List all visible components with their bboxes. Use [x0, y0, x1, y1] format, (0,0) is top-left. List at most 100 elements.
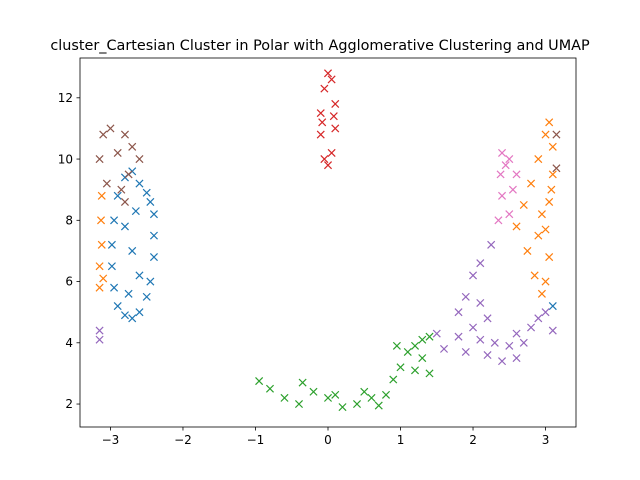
data-point [461, 292, 470, 301]
data-point [113, 302, 122, 311]
data-point [548, 170, 557, 179]
x-tick-label: −1 [247, 433, 265, 447]
data-point [392, 341, 401, 350]
data-point [396, 363, 405, 372]
data-point [128, 314, 137, 323]
data-point [120, 222, 129, 231]
data-point [512, 329, 521, 338]
data-point [548, 302, 557, 311]
data-point [534, 155, 543, 164]
data-point [95, 335, 104, 344]
data-point [501, 161, 510, 170]
chart-title: cluster_Cartesian Cluster in Polar with … [50, 38, 590, 54]
data-point [548, 142, 557, 151]
x-tick-label: 2 [469, 433, 477, 447]
data-point [95, 326, 104, 335]
data-point [461, 347, 470, 356]
data-point [327, 75, 336, 84]
data-point [545, 197, 554, 206]
data-point [149, 210, 158, 219]
data-point [107, 262, 116, 271]
data-point [99, 130, 108, 139]
data-point [505, 341, 514, 350]
data-point [381, 390, 391, 399]
data-point [469, 271, 478, 280]
data-point [541, 277, 550, 286]
data-point [541, 308, 550, 317]
data-point [374, 401, 383, 410]
data-point [418, 335, 427, 344]
data-point [527, 323, 536, 332]
data-point [329, 112, 338, 121]
data-point [519, 200, 528, 210]
data-point [432, 329, 441, 338]
data-point [490, 338, 499, 347]
data-point [142, 292, 151, 301]
data-point [331, 124, 340, 133]
data-point [331, 390, 340, 399]
data-point [508, 185, 517, 194]
series-6 [95, 124, 561, 206]
data-point [135, 271, 144, 280]
data-point [439, 344, 449, 353]
data-point [128, 142, 137, 151]
data-marks [95, 69, 561, 412]
data-point [512, 170, 521, 179]
data-point [318, 118, 327, 127]
data-point [541, 225, 550, 234]
data-point [537, 289, 546, 298]
data-point [545, 118, 554, 127]
data-point [99, 274, 108, 283]
data-point [124, 170, 133, 179]
data-point [476, 298, 485, 308]
data-point [323, 393, 333, 402]
data-point [454, 308, 463, 317]
x-tick-label: −3 [102, 433, 120, 447]
data-point [498, 357, 507, 366]
data-point [135, 155, 144, 164]
data-point [110, 283, 119, 292]
data-point [97, 191, 106, 200]
data-point [331, 99, 340, 108]
data-point [95, 262, 104, 271]
data-point [320, 155, 329, 164]
data-point [320, 84, 329, 93]
series-7 [494, 148, 521, 225]
data-point [425, 369, 434, 378]
data-point [95, 155, 104, 164]
data-point [476, 335, 485, 344]
data-point [547, 185, 556, 194]
data-point [483, 351, 492, 360]
data-point [418, 354, 427, 363]
data-point [120, 197, 129, 206]
x-tick-label: −2 [174, 433, 192, 447]
data-point [548, 326, 557, 335]
data-point [316, 130, 325, 139]
x-tick-label: 1 [397, 433, 405, 447]
data-point [505, 155, 514, 164]
data-point [534, 314, 543, 323]
data-point [110, 216, 119, 225]
data-point [131, 207, 140, 216]
data-point [498, 148, 507, 157]
y-tick-label: 8 [65, 213, 73, 227]
data-point [97, 216, 106, 225]
data-point [338, 403, 347, 412]
series-5 [95, 240, 557, 366]
data-point [323, 69, 333, 78]
data-point [149, 253, 158, 262]
data-point [106, 124, 115, 133]
data-point [120, 311, 129, 320]
data-point [327, 148, 336, 157]
data-point [120, 130, 129, 139]
data-point [294, 400, 304, 409]
data-point [410, 341, 420, 350]
data-point [537, 210, 546, 219]
data-point [113, 148, 122, 157]
data-point [552, 130, 561, 139]
data-point [527, 179, 536, 188]
data-point [316, 109, 325, 118]
x-tick-label: 3 [542, 433, 550, 447]
data-point [280, 393, 289, 402]
data-point [530, 271, 539, 280]
